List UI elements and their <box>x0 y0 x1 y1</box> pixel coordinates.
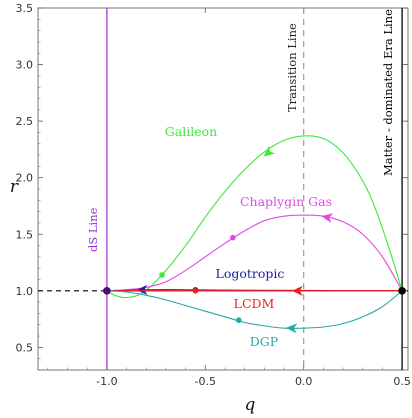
arrowhead-lcdm <box>291 285 303 296</box>
series-label-galileon: Galileon <box>165 124 217 139</box>
x-tick-label: 0.5 <box>393 375 411 388</box>
arrow-logotropic <box>136 284 148 295</box>
y-tick-label: 1.5 <box>16 228 34 241</box>
arrow-dgp <box>285 323 298 334</box>
y-tick-label: 0.5 <box>16 341 34 354</box>
y-tick-label: 3.0 <box>16 59 34 72</box>
arrowhead-chaplygin-gas <box>321 213 334 224</box>
axis-ticks: -1.0 -0.5 0.0 0.5 0.5 1.0 1.5 2.0 2.5 3.0 3.5 <box>16 2 411 388</box>
arrowhead-logotropic <box>136 284 148 295</box>
marker-dgp <box>235 317 242 324</box>
arrowhead-dgp <box>285 323 298 334</box>
series-label-logotropic: Logotropic <box>216 266 285 281</box>
arrow-chaplygin-gas <box>321 213 334 224</box>
series-line-chaplygin-gas <box>106 214 403 292</box>
marker-lcdm <box>192 288 199 294</box>
series-line-galileon <box>106 135 403 299</box>
series-label-lcdm: LCDM <box>234 296 275 311</box>
arrowhead-galileon <box>263 145 276 157</box>
ds-line-label: dS Line <box>86 207 100 252</box>
end-point <box>103 287 111 295</box>
arrow-galileon <box>263 145 276 157</box>
series-line-dgp <box>106 290 403 329</box>
series-label-dgp: DGP <box>250 334 278 349</box>
y-axis-title: r <box>10 177 19 197</box>
marker-galileon <box>159 272 165 278</box>
matter-line-label: Matter - dominated Era Line <box>381 9 395 176</box>
x-tick-label: 0.0 <box>295 375 313 388</box>
series-layer <box>106 135 403 334</box>
x-axis-title: q <box>245 395 256 415</box>
arrow-lcdm <box>291 285 303 296</box>
y-tick-label: 2.5 <box>16 115 34 128</box>
start-point <box>398 287 406 295</box>
y-tick-label: 3.5 <box>16 2 34 15</box>
marker-chaplygin-gas <box>230 234 236 241</box>
x-tick-label: -0.5 <box>195 375 216 388</box>
transition-line-label: Transition Line <box>285 23 299 112</box>
y-tick-label: 2.0 <box>16 172 34 185</box>
y-tick-label: 1.0 <box>16 285 34 298</box>
series-label-chaplygin: Chaplygin Gas <box>240 194 332 209</box>
x-tick-label: -1.0 <box>96 375 117 388</box>
